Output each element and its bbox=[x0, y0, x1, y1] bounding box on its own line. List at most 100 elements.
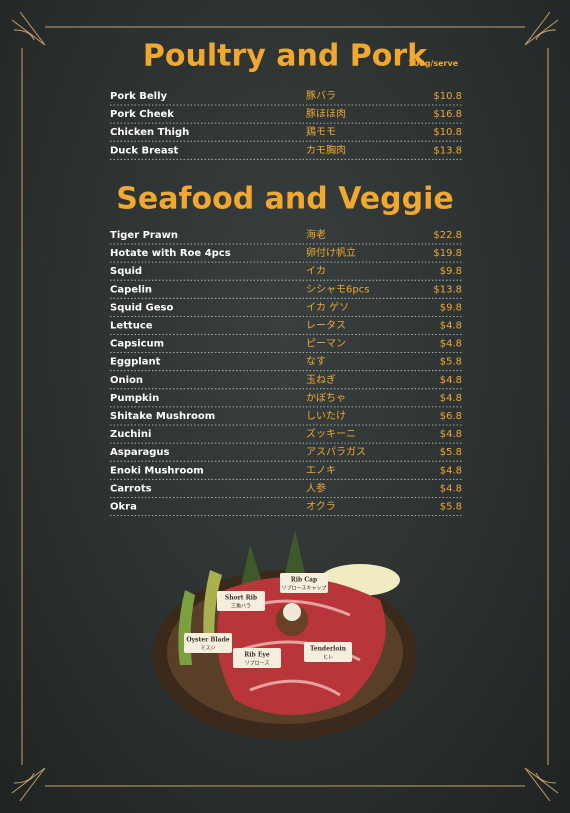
label-card bbox=[304, 642, 352, 662]
menu-row: Shitake Mushroom しいたけ $6.8 bbox=[110, 410, 462, 426]
item-jp: レータス bbox=[306, 320, 346, 332]
label-en: Oyster Blade bbox=[186, 637, 229, 644]
item-jp: イカ ゲソ bbox=[306, 301, 349, 313]
item-jp: イカ bbox=[306, 265, 326, 277]
label-en: Tenderloin bbox=[310, 646, 347, 653]
item-name: Chicken Thigh bbox=[110, 127, 189, 138]
item-jp: なす bbox=[306, 356, 326, 368]
item-name: Asparagus bbox=[110, 447, 170, 458]
label-card bbox=[184, 633, 232, 653]
label-card bbox=[280, 573, 328, 593]
item-price: $9.8 bbox=[440, 266, 462, 277]
frame bbox=[11, 11, 559, 802]
menu-row: Asparagus アスパラガス $5.8 bbox=[110, 446, 462, 462]
menu-row: Eggplant なす $5.8 bbox=[110, 356, 462, 372]
item-jp: 人参 bbox=[306, 481, 326, 494]
item-name: Lettuce bbox=[110, 321, 153, 332]
item-name: Zuchini bbox=[110, 429, 151, 440]
section-title: Poultry and Pork bbox=[143, 39, 428, 74]
item-price: $16.8 bbox=[433, 109, 462, 120]
item-name: Okra bbox=[110, 502, 137, 513]
item-jp: しいたけ bbox=[306, 410, 346, 422]
item-price: $9.8 bbox=[440, 302, 462, 313]
item-jp: 卵付け帆立 bbox=[306, 246, 356, 259]
item-price: $4.8 bbox=[440, 429, 462, 440]
menu-row: Squid イカ $9.8 bbox=[110, 265, 462, 281]
item-price: $5.8 bbox=[440, 357, 462, 368]
label-jp: ヒレ bbox=[323, 655, 333, 661]
food-image bbox=[153, 530, 417, 740]
item-name: Capelin bbox=[110, 284, 152, 295]
item-name: Carrots bbox=[110, 483, 152, 494]
label-jp: ミスジ bbox=[200, 646, 215, 652]
item-jp: 豚バラ bbox=[306, 90, 336, 102]
item-price: $6.8 bbox=[440, 411, 462, 422]
item-price: $10.8 bbox=[433, 127, 462, 138]
item-jp: 鶏モモ bbox=[306, 125, 336, 138]
item-jp: カモ胸肉 bbox=[306, 143, 346, 156]
item-jp: シシャモ6pcs bbox=[306, 284, 369, 295]
item-jp: かぼちゃ bbox=[306, 392, 346, 404]
item-price: $5.8 bbox=[440, 502, 462, 513]
menu-row: Okra オクラ $5.8 bbox=[110, 501, 462, 516]
menu-row: Pumpkin かぼちゃ $4.8 bbox=[110, 392, 462, 408]
item-price: $4.8 bbox=[440, 375, 462, 386]
item-name: Pork Belly bbox=[110, 91, 168, 102]
menu-row: Tiger Prawn 海老 $22.8 bbox=[110, 228, 462, 245]
item-name: Onion bbox=[110, 375, 143, 386]
item-price: $4.8 bbox=[440, 393, 462, 404]
section-title: Seafood and Veggie bbox=[116, 182, 453, 217]
menu-row: Carrots 人参 $4.8 bbox=[110, 481, 462, 498]
label-jp: リブロースキャップ bbox=[282, 585, 327, 592]
item-name: Tiger Prawn bbox=[110, 230, 178, 241]
item-name: Eggplant bbox=[110, 357, 161, 368]
menu-row: Lettuce レータス $4.8 bbox=[110, 320, 462, 335]
item-price: $19.8 bbox=[433, 248, 462, 259]
label-jp: 三角バラ bbox=[231, 603, 251, 610]
menu-row: Enoki Mushroom エノキ $4.8 bbox=[110, 465, 462, 480]
item-jp: アスパラガス bbox=[306, 446, 366, 458]
menu-row: Pork Belly 豚バラ $10.8 bbox=[110, 90, 462, 106]
item-name: Duck Breast bbox=[110, 145, 179, 156]
menu-row: Chicken Thigh 鶏モモ $10.8 bbox=[110, 125, 462, 142]
item-price: $4.8 bbox=[440, 465, 462, 476]
item-price: $10.8 bbox=[433, 91, 462, 102]
menu-row: Capelin シシャモ6pcs $13.8 bbox=[110, 284, 462, 299]
label-card bbox=[233, 648, 281, 668]
menu-row: Onion 玉ねぎ $4.8 bbox=[110, 373, 462, 390]
label-card bbox=[217, 591, 265, 611]
item-price: $13.8 bbox=[433, 145, 462, 156]
label-jp: リブロース bbox=[245, 660, 270, 667]
item-jp: 玉ねぎ bbox=[306, 373, 336, 386]
menu-row: Pork Cheek 豚ほほ肉 $16.8 bbox=[110, 107, 462, 124]
item-price: $5.8 bbox=[440, 447, 462, 458]
item-name: Pork Cheek bbox=[110, 109, 174, 120]
item-name: Pumpkin bbox=[110, 393, 159, 404]
menu-row: Zuchini ズッキーニ $4.8 bbox=[110, 427, 462, 444]
menu-row: Duck Breast カモ胸肉 $13.8 bbox=[110, 143, 462, 160]
serving-note: 100g/serve bbox=[408, 59, 459, 68]
item-name: Capsicum bbox=[110, 339, 164, 350]
item-name: Hotate with Roe 4pcs bbox=[110, 248, 231, 259]
item-name: Shitake Mushroom bbox=[110, 411, 215, 422]
item-jp: 海老 bbox=[306, 228, 326, 241]
item-jp: ピーマン bbox=[306, 338, 346, 350]
item-price: $4.8 bbox=[440, 321, 462, 332]
item-price: $13.8 bbox=[433, 284, 462, 295]
item-price: $4.8 bbox=[440, 483, 462, 494]
item-jp: 豚ほほ肉 bbox=[306, 107, 346, 120]
menu-row: Hotate with Roe 4pcs 卵付け帆立 $19.8 bbox=[110, 246, 462, 263]
item-price: $4.8 bbox=[440, 339, 462, 350]
item-price: $22.8 bbox=[433, 230, 462, 241]
menu-row: Squid Geso イカ ゲソ $9.8 bbox=[110, 301, 462, 317]
item-jp: オクラ bbox=[306, 501, 336, 513]
item-jp: エノキ bbox=[306, 465, 336, 476]
label-en: Rib Cap bbox=[291, 577, 317, 584]
label-en: Rib Eye bbox=[244, 652, 270, 659]
item-jp: ズッキーニ bbox=[306, 427, 356, 440]
menu-row: Capsicum ピーマン $4.8 bbox=[110, 338, 462, 354]
